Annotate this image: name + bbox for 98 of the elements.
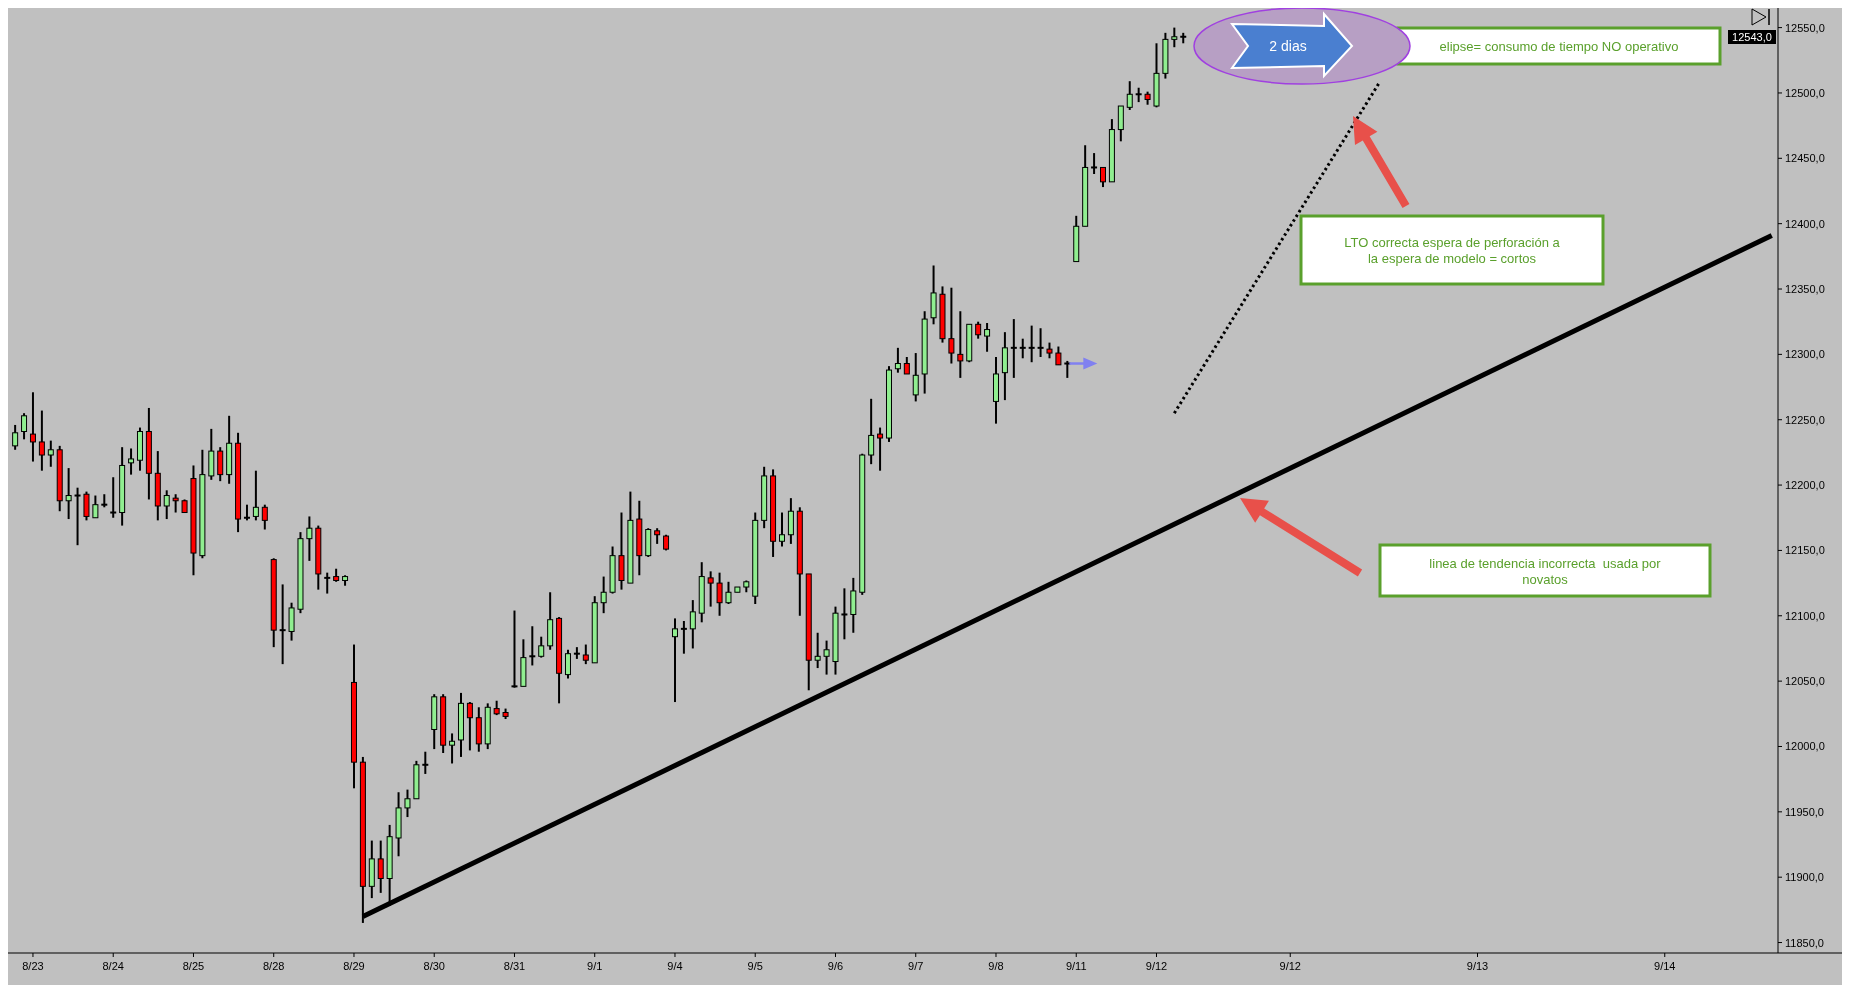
candlestick bbox=[47, 439, 54, 468]
y-tick-label: 12100,0 bbox=[1785, 609, 1825, 622]
candlestick bbox=[814, 631, 821, 670]
candlestick bbox=[279, 583, 286, 666]
y-tick-label: 12400,0 bbox=[1785, 217, 1825, 230]
y-tick-label: 12150,0 bbox=[1785, 544, 1825, 557]
candlestick bbox=[957, 310, 964, 379]
candlestick bbox=[92, 494, 99, 519]
candlestick bbox=[128, 447, 135, 476]
candlestick bbox=[1126, 80, 1133, 111]
candlestick bbox=[600, 575, 607, 615]
candlestick bbox=[671, 617, 678, 704]
x-tick-label: 8/24 bbox=[102, 960, 124, 972]
x-tick-label: 8/23 bbox=[22, 960, 44, 972]
y-tick-label: 12200,0 bbox=[1785, 479, 1825, 492]
candlestick bbox=[823, 639, 830, 676]
x-tick-label: 8/25 bbox=[182, 960, 205, 972]
y-tick-label: 12250,0 bbox=[1785, 413, 1825, 426]
candlestick bbox=[1028, 324, 1035, 364]
candlestick bbox=[778, 511, 785, 548]
candlestick bbox=[1091, 152, 1098, 175]
x-tick-label: 9/12 bbox=[1279, 960, 1301, 972]
candlestick bbox=[404, 788, 411, 819]
x-tick-label: 9/4 bbox=[667, 960, 683, 972]
candlestick bbox=[564, 648, 571, 680]
annotation: 2 dias bbox=[1269, 38, 1307, 54]
candlestick bbox=[1010, 318, 1017, 379]
annotation: LTO correcta espera de perforación a la espera de modelo = cortos bbox=[1344, 235, 1561, 266]
candlestick bbox=[21, 412, 28, 441]
candlestick bbox=[868, 397, 875, 466]
candlestick bbox=[511, 609, 518, 689]
x-tick-label: 8/29 bbox=[343, 960, 365, 972]
candlestick bbox=[377, 839, 384, 894]
candlestick bbox=[841, 587, 848, 641]
candlestick bbox=[877, 426, 884, 472]
candlestick bbox=[288, 601, 295, 642]
candlestick bbox=[1019, 337, 1026, 360]
y-tick-label: 12500,0 bbox=[1785, 86, 1825, 99]
candlestick bbox=[716, 571, 723, 617]
candlestick bbox=[787, 497, 794, 545]
candlestick bbox=[1117, 105, 1124, 143]
candlestick bbox=[163, 489, 170, 521]
candlestick bbox=[582, 643, 589, 666]
candlestick bbox=[83, 490, 90, 522]
candlestick bbox=[912, 352, 919, 403]
x-tick-label: 9/7 bbox=[908, 960, 924, 972]
x-tick-label: 8/28 bbox=[263, 960, 285, 972]
candlestick bbox=[707, 570, 714, 608]
x-tick-label: 9/13 bbox=[1466, 960, 1489, 972]
candlestick bbox=[110, 476, 117, 519]
candlestick bbox=[65, 467, 72, 521]
x-tick-label: 9/1 bbox=[587, 960, 603, 972]
candlestick bbox=[12, 423, 19, 451]
candlestick bbox=[217, 446, 224, 483]
y-tick-label: 11900,0 bbox=[1785, 871, 1824, 884]
candlestick bbox=[38, 409, 45, 472]
candlestick bbox=[538, 635, 545, 659]
candlestick bbox=[252, 469, 259, 522]
x-tick-label: 9/14 bbox=[1654, 960, 1676, 972]
y-tick-label: 12300,0 bbox=[1785, 348, 1825, 361]
candlestick bbox=[172, 493, 179, 514]
candlestick bbox=[680, 620, 687, 655]
candlestick bbox=[529, 625, 536, 667]
candlestick bbox=[261, 503, 268, 531]
y-tick-label: 12450,0 bbox=[1785, 152, 1825, 165]
x-tick-label: 8/30 bbox=[423, 960, 445, 972]
candlestick bbox=[466, 701, 473, 752]
candlestick bbox=[948, 286, 955, 365]
y-tick-label: 12550,0 bbox=[1785, 21, 1825, 34]
candlestick bbox=[1037, 327, 1044, 358]
candlestick bbox=[74, 486, 81, 547]
candlestick bbox=[29, 391, 36, 463]
annotation: 12543,0 bbox=[1732, 31, 1772, 43]
x-tick-label: 9/11 bbox=[1065, 960, 1087, 972]
y-tick-label: 11950,0 bbox=[1785, 805, 1824, 818]
annotation: linea de tendencia incorrecta usada por novatos bbox=[1429, 555, 1662, 587]
x-tick-label: 9/12 bbox=[1145, 960, 1168, 972]
y-tick-label: 12050,0 bbox=[1785, 675, 1825, 688]
y-tick-label: 12000,0 bbox=[1785, 740, 1825, 753]
candlestick bbox=[422, 750, 429, 775]
x-tick-label: 9/5 bbox=[747, 960, 763, 972]
candlestick bbox=[689, 599, 696, 650]
annotation: elipse= consumo de tiempo NO operativo bbox=[1439, 39, 1679, 54]
candlestick bbox=[449, 732, 456, 765]
candlestick bbox=[306, 515, 313, 562]
x-tick-label: 9/8 bbox=[988, 960, 1004, 972]
candlestick bbox=[1055, 345, 1062, 366]
candlestick bbox=[725, 580, 732, 606]
candlestick bbox=[984, 322, 991, 353]
candlestick bbox=[324, 571, 331, 595]
candlestick bbox=[1099, 166, 1106, 189]
y-tick-label: 12350,0 bbox=[1785, 283, 1825, 296]
candlestick bbox=[894, 346, 901, 374]
x-tick-label: 8/31 bbox=[503, 960, 526, 972]
candlestick bbox=[850, 576, 857, 634]
y-tick-label: 11850,0 bbox=[1785, 936, 1824, 949]
candlestick bbox=[1171, 26, 1178, 49]
x-tick-label: 9/6 bbox=[827, 960, 844, 972]
